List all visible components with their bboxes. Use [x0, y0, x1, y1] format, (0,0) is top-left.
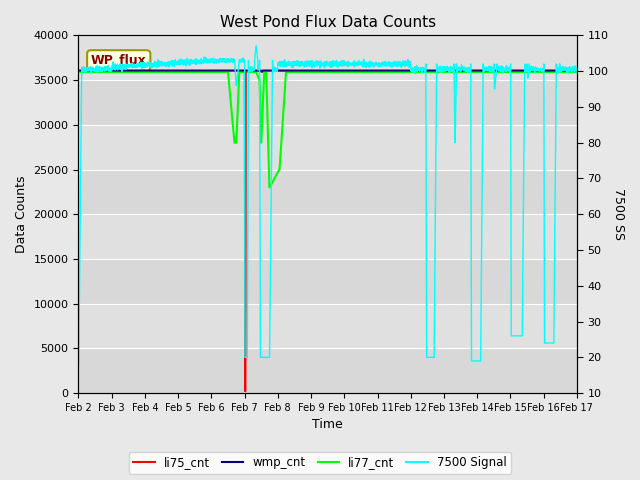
Bar: [79, 125, 577, 169]
Title: West Pond Flux Data Counts: West Pond Flux Data Counts: [220, 15, 436, 30]
Y-axis label: 7500 SS: 7500 SS: [612, 188, 625, 240]
X-axis label: Time: Time: [312, 419, 343, 432]
Y-axis label: Data Counts: Data Counts: [15, 176, 28, 253]
Text: WP_flux: WP_flux: [91, 54, 147, 67]
Bar: [79, 348, 577, 393]
Bar: [79, 80, 577, 125]
Legend: li75_cnt, wmp_cnt, li77_cnt, 7500 Signal: li75_cnt, wmp_cnt, li77_cnt, 7500 Signal: [129, 452, 511, 474]
Bar: [79, 304, 577, 348]
Bar: [79, 214, 577, 259]
Bar: [79, 36, 577, 80]
Bar: [79, 259, 577, 304]
Bar: [79, 169, 577, 214]
